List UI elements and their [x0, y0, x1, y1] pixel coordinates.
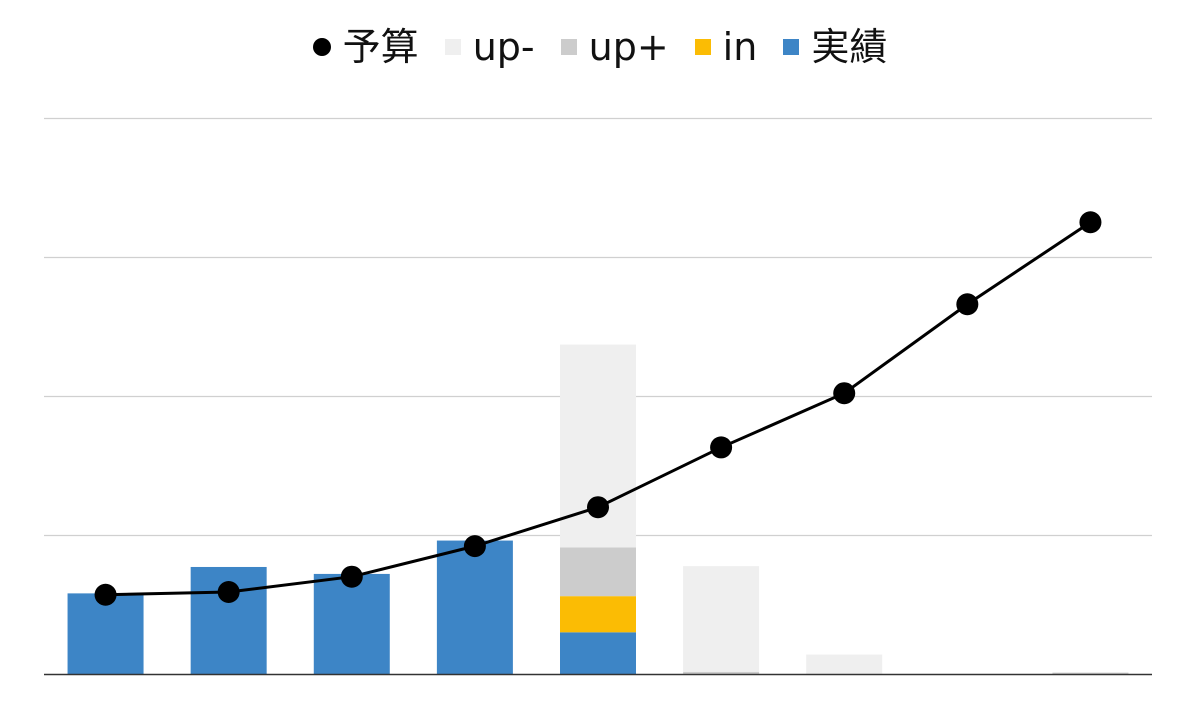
- bar-segment: [560, 547, 636, 597]
- budget-point: [710, 436, 733, 459]
- budget-point: [94, 583, 117, 606]
- budget-point: [1079, 211, 1102, 234]
- legend-label: in: [722, 25, 758, 69]
- bar-segment: [683, 671, 760, 674]
- legend-swatch: [694, 39, 711, 55]
- bar-segment: [683, 566, 760, 672]
- legend-swatch: [783, 39, 800, 55]
- legend-item: up+: [560, 25, 669, 69]
- bar-segment: [1052, 672, 1129, 674]
- budget-point: [340, 565, 363, 588]
- legend-item: in: [694, 25, 758, 69]
- legend-item: 実績: [783, 28, 887, 66]
- budget-point: [956, 293, 979, 316]
- legend-label: up+: [588, 25, 669, 69]
- budget-point: [463, 535, 486, 558]
- legend-swatch: [312, 38, 331, 56]
- legend-label: up-: [472, 25, 535, 69]
- legend-label: 予算: [342, 25, 419, 69]
- bar-segment: [67, 593, 144, 674]
- budget-point: [217, 580, 240, 603]
- bar-segment: [806, 654, 883, 674]
- bar-segment: [560, 632, 636, 674]
- legend-swatch: [560, 39, 577, 55]
- budget-point: [587, 496, 609, 519]
- legend-item: up-: [444, 25, 535, 69]
- bar-segment: [313, 573, 390, 674]
- legend-swatch: [444, 39, 461, 55]
- bar-segment: [560, 596, 636, 633]
- budget-point: [833, 382, 856, 405]
- bar-segment: [436, 540, 513, 674]
- legend-label: 実績: [811, 25, 888, 69]
- legend: 予算 up-up+ in 実績: [0, 28, 1200, 66]
- legend-item: 予算: [312, 25, 419, 69]
